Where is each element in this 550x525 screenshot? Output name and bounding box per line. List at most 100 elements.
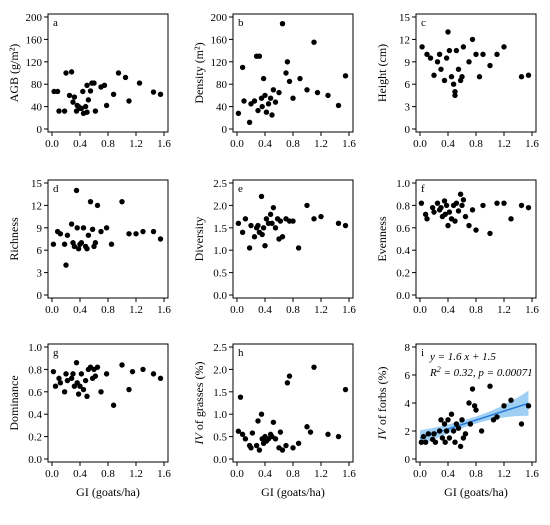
y-tick-label: 0 <box>405 454 411 466</box>
data-point <box>269 220 275 227</box>
data-point <box>259 103 265 110</box>
data-point <box>450 428 457 434</box>
y-axis-label: IV of grasses (%) <box>192 362 206 446</box>
y-tick-label: 0 <box>222 124 228 136</box>
data-point <box>269 112 275 118</box>
data-point <box>442 439 448 445</box>
data-point <box>258 411 265 417</box>
data-point <box>452 88 458 95</box>
data-point <box>508 397 514 403</box>
data-point <box>448 74 455 80</box>
x-axis: 0.0 0.4 0.8 1.2 1.6 <box>230 462 356 480</box>
x-tick-label: 0.4 <box>258 304 272 316</box>
x-axis: 0.0 0.4 0.8 1.2 1.6 <box>230 132 356 150</box>
data-point <box>270 204 277 211</box>
data-point <box>248 222 254 229</box>
x-axis: 0.0 0.4 0.8 1.2 1.6 <box>230 298 356 316</box>
y-tick-label: 0.2 <box>28 432 42 444</box>
data-point <box>441 421 448 427</box>
data-point <box>335 102 342 109</box>
data-point <box>75 246 82 252</box>
panel-label: g <box>53 347 59 359</box>
data-point <box>487 383 493 389</box>
data-point <box>263 109 270 115</box>
data-point <box>457 191 464 197</box>
data-point <box>424 51 430 58</box>
x-tick-label: 0.0 <box>45 304 59 316</box>
data-point <box>518 74 525 80</box>
data-point <box>473 51 479 58</box>
data-point <box>311 364 317 370</box>
panel-b: b 0.0 0.4 0.8 1.2 1.6 0 40 80 120 160 200 Density (m… <box>192 12 356 150</box>
data-point <box>87 198 94 205</box>
data-point <box>70 99 76 105</box>
data-point <box>453 47 460 54</box>
data-point <box>466 222 472 229</box>
data-point <box>140 366 146 373</box>
data-point <box>68 221 75 227</box>
y-axis: 0 40 80 120 160 200 <box>211 12 233 136</box>
data-point <box>133 231 139 237</box>
data-point <box>290 218 296 224</box>
data-point <box>85 232 92 238</box>
x-tick-label: 0.0 <box>413 138 427 150</box>
data-point <box>443 55 450 61</box>
y-tick-label: 9 <box>37 223 43 235</box>
x-tick-label: 0.4 <box>258 468 272 480</box>
data-point <box>78 371 85 377</box>
data-points <box>418 383 532 450</box>
data-point <box>471 403 478 409</box>
x-tick-label: 1.2 <box>129 468 143 480</box>
y-tick-label: 2.5 <box>213 342 227 354</box>
data-point <box>432 439 439 445</box>
y-tick-label: 200 <box>26 12 43 24</box>
y-axis: 0.0 0.5 1.0 1.5 2.0 2.5 <box>213 342 233 466</box>
data-point <box>445 417 451 423</box>
y-tick-label: 160 <box>26 34 43 46</box>
data-point <box>265 101 272 107</box>
x-tick-label: 0.4 <box>441 138 455 150</box>
data-point <box>258 193 265 200</box>
data-point <box>508 216 514 222</box>
data-point <box>438 204 444 211</box>
data-point <box>73 359 80 366</box>
y-axis-label: Density (m²) <box>192 42 206 103</box>
x-tick-label: 1.2 <box>129 138 143 150</box>
y-tick-label: 12 <box>399 34 410 46</box>
data-point <box>251 98 258 104</box>
data-point <box>442 211 448 218</box>
data-points <box>235 193 349 251</box>
data-point <box>84 393 90 399</box>
data-point <box>66 92 73 99</box>
data-point <box>455 425 462 431</box>
y-tick-label: 0.8 <box>28 364 42 376</box>
data-point <box>436 51 443 58</box>
x-tick-label: 0.8 <box>469 138 483 150</box>
data-point <box>237 394 244 400</box>
data-point <box>297 75 303 82</box>
data-point <box>501 200 507 206</box>
y-tick-label: 1.0 <box>213 409 227 421</box>
data-point <box>277 429 284 435</box>
data-point <box>441 77 448 84</box>
x-tick-label: 1.6 <box>157 304 171 316</box>
y-axis: 0.0 0.2 0.4 0.6 0.8 1.0 <box>28 342 48 466</box>
x-tick-label: 0.0 <box>230 468 244 480</box>
data-point <box>61 108 68 114</box>
y-tick-label: 0.8 <box>396 200 410 212</box>
data-point <box>487 230 493 237</box>
data-point <box>52 383 59 389</box>
data-point <box>436 428 443 434</box>
y-tick-label: 0 <box>37 124 43 136</box>
data-point <box>525 72 532 78</box>
data-point <box>314 89 321 96</box>
x-tick-label: 1.2 <box>497 304 511 316</box>
data-point <box>424 216 430 222</box>
x-tick-label: 1.6 <box>157 138 171 150</box>
data-point <box>494 51 500 58</box>
data-point <box>260 75 267 82</box>
data-point <box>61 241 68 247</box>
y-axis-label: AGB (g/m²) <box>7 44 21 103</box>
data-point <box>279 21 286 27</box>
data-point <box>256 53 263 59</box>
